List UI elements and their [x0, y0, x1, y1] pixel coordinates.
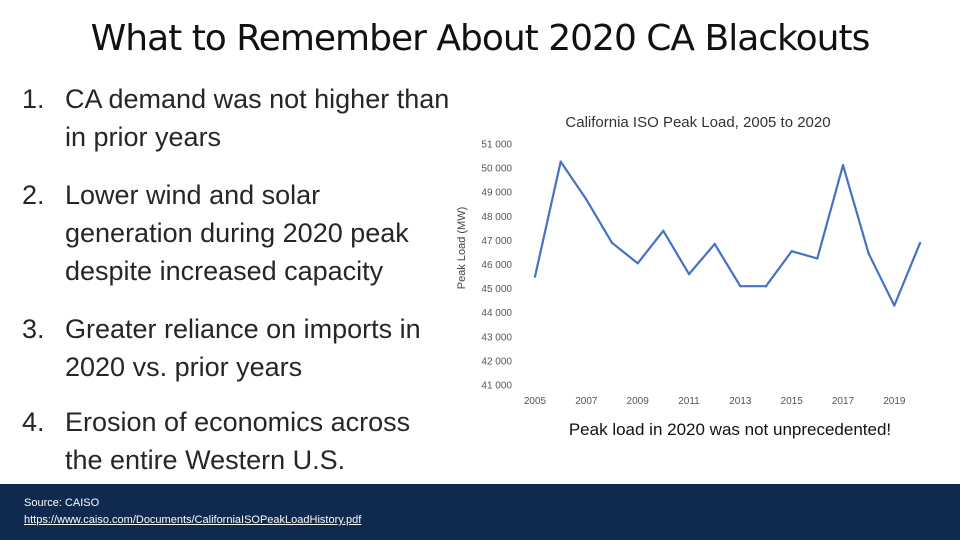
x-tick-label: 2013	[729, 396, 752, 407]
y-axis-label: Peak Load (MW)	[456, 207, 468, 290]
x-tick-label: 2007	[575, 396, 598, 407]
x-tick-label: 2017	[832, 396, 855, 407]
data-point	[610, 241, 614, 244]
takeaway-item: 2. Lower wind and solar generation durin…	[22, 176, 452, 290]
y-tick-label: 48 000	[481, 212, 512, 223]
data-point	[739, 285, 742, 288]
x-tick-label: 2019	[883, 396, 906, 407]
item-text: Greater reliance on imports in 2020 vs. …	[65, 314, 421, 382]
series-line	[533, 160, 922, 307]
data-point	[867, 252, 870, 255]
item-number: 2.	[22, 180, 45, 210]
x-tick-label: 2015	[781, 396, 804, 407]
data-point	[790, 250, 793, 253]
y-tick-label: 44 000	[481, 308, 512, 319]
data-point	[893, 304, 896, 307]
takeaway-item: 3. Greater reliance on imports in 2020 v…	[22, 310, 452, 386]
data-point	[662, 229, 665, 232]
item-number: 1.	[22, 84, 45, 114]
item-text: CA demand was not higher than in prior y…	[65, 84, 450, 152]
item-number: 4.	[22, 407, 45, 437]
y-tick-label: 41 000	[481, 381, 512, 392]
peak-load-chart: California ISO Peak Load, 2005 to 2020 P…	[456, 114, 922, 407]
y-tick-label: 47 000	[481, 236, 512, 247]
slide-title: What to Remember About 2020 CA Blackouts	[90, 18, 871, 59]
series-group	[533, 160, 922, 307]
data-point	[533, 275, 537, 278]
data-point	[687, 272, 691, 276]
y-tick-label: 51 000	[481, 140, 512, 151]
footer-bar	[0, 484, 960, 540]
item-text: Erosion of economics across the entire W…	[65, 407, 411, 475]
data-point	[559, 160, 562, 163]
chart-caption: Peak load in 2020 was not unprecedented!	[568, 420, 892, 439]
data-point	[918, 241, 922, 245]
takeaway-item: 4. Erosion of economics across the entir…	[22, 403, 452, 479]
takeaway-item: 1. CA demand was not higher than in prio…	[22, 80, 452, 156]
y-tick-label: 42 000	[481, 356, 512, 367]
data-point	[816, 257, 819, 260]
data-point	[713, 242, 716, 246]
data-point	[585, 198, 588, 201]
x-axis: 2005 2007 2009 2011 2013 2015 2017 2019	[524, 396, 906, 407]
source-label: Source: CAISO	[24, 497, 100, 509]
data-point	[841, 164, 845, 167]
x-tick-label: 2009	[627, 396, 650, 407]
y-tick-label: 49 000	[481, 188, 512, 199]
data-point	[764, 285, 768, 288]
y-tick-label: 46 000	[481, 260, 512, 271]
source-link[interactable]: https://www.caiso.com/Documents/Californ…	[24, 514, 362, 526]
y-tick-label: 43 000	[481, 332, 512, 343]
item-number: 3.	[22, 314, 45, 344]
y-axis: 41 000 42 000 43 000 44 000 45 000 46 000 47 0…	[481, 140, 512, 392]
item-text: Lower wind and solar generation during 2…	[65, 180, 409, 286]
chart-title: California ISO Peak Load, 2005 to 2020	[565, 114, 830, 131]
y-tick-label: 45 000	[481, 284, 512, 295]
data-point	[636, 262, 639, 265]
y-tick-label: 50 000	[481, 164, 512, 175]
x-tick-label: 2011	[678, 396, 700, 407]
x-tick-label: 2005	[524, 396, 547, 407]
